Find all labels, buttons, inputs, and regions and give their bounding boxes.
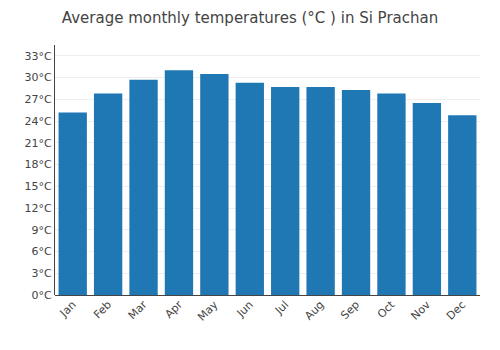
svg-text:Mar: Mar — [126, 298, 150, 322]
svg-text:Aug: Aug — [302, 298, 326, 322]
svg-text:30°C: 30°C — [25, 71, 52, 84]
svg-text:21°C: 21°C — [25, 137, 52, 150]
svg-text:May: May — [195, 298, 221, 324]
svg-text:24°C: 24°C — [25, 115, 52, 128]
svg-text:Feb: Feb — [91, 298, 114, 321]
svg-text:Dec: Dec — [444, 298, 468, 322]
svg-text:Jan: Jan — [57, 298, 79, 320]
svg-text:Jun: Jun — [234, 298, 256, 320]
svg-text:Sep: Sep — [338, 298, 362, 322]
svg-text:Nov: Nov — [409, 298, 434, 323]
svg-text:Jul: Jul — [272, 298, 291, 317]
svg-text:33°C: 33°C — [25, 50, 52, 63]
svg-text:Average monthly temperatures (: Average monthly temperatures (°C ) in Si… — [62, 9, 438, 27]
svg-text:6°C: 6°C — [32, 245, 52, 258]
svg-text:12°C: 12°C — [25, 202, 52, 215]
svg-text:9°C: 9°C — [32, 224, 52, 237]
svg-text:Apr: Apr — [162, 298, 185, 321]
svg-text:27°C: 27°C — [25, 93, 52, 106]
svg-text:Oct: Oct — [375, 298, 398, 321]
svg-text:3°C: 3°C — [32, 267, 52, 280]
svg-text:18°C: 18°C — [25, 158, 52, 171]
svg-text:0°C: 0°C — [32, 289, 52, 302]
svg-text:15°C: 15°C — [25, 180, 52, 193]
